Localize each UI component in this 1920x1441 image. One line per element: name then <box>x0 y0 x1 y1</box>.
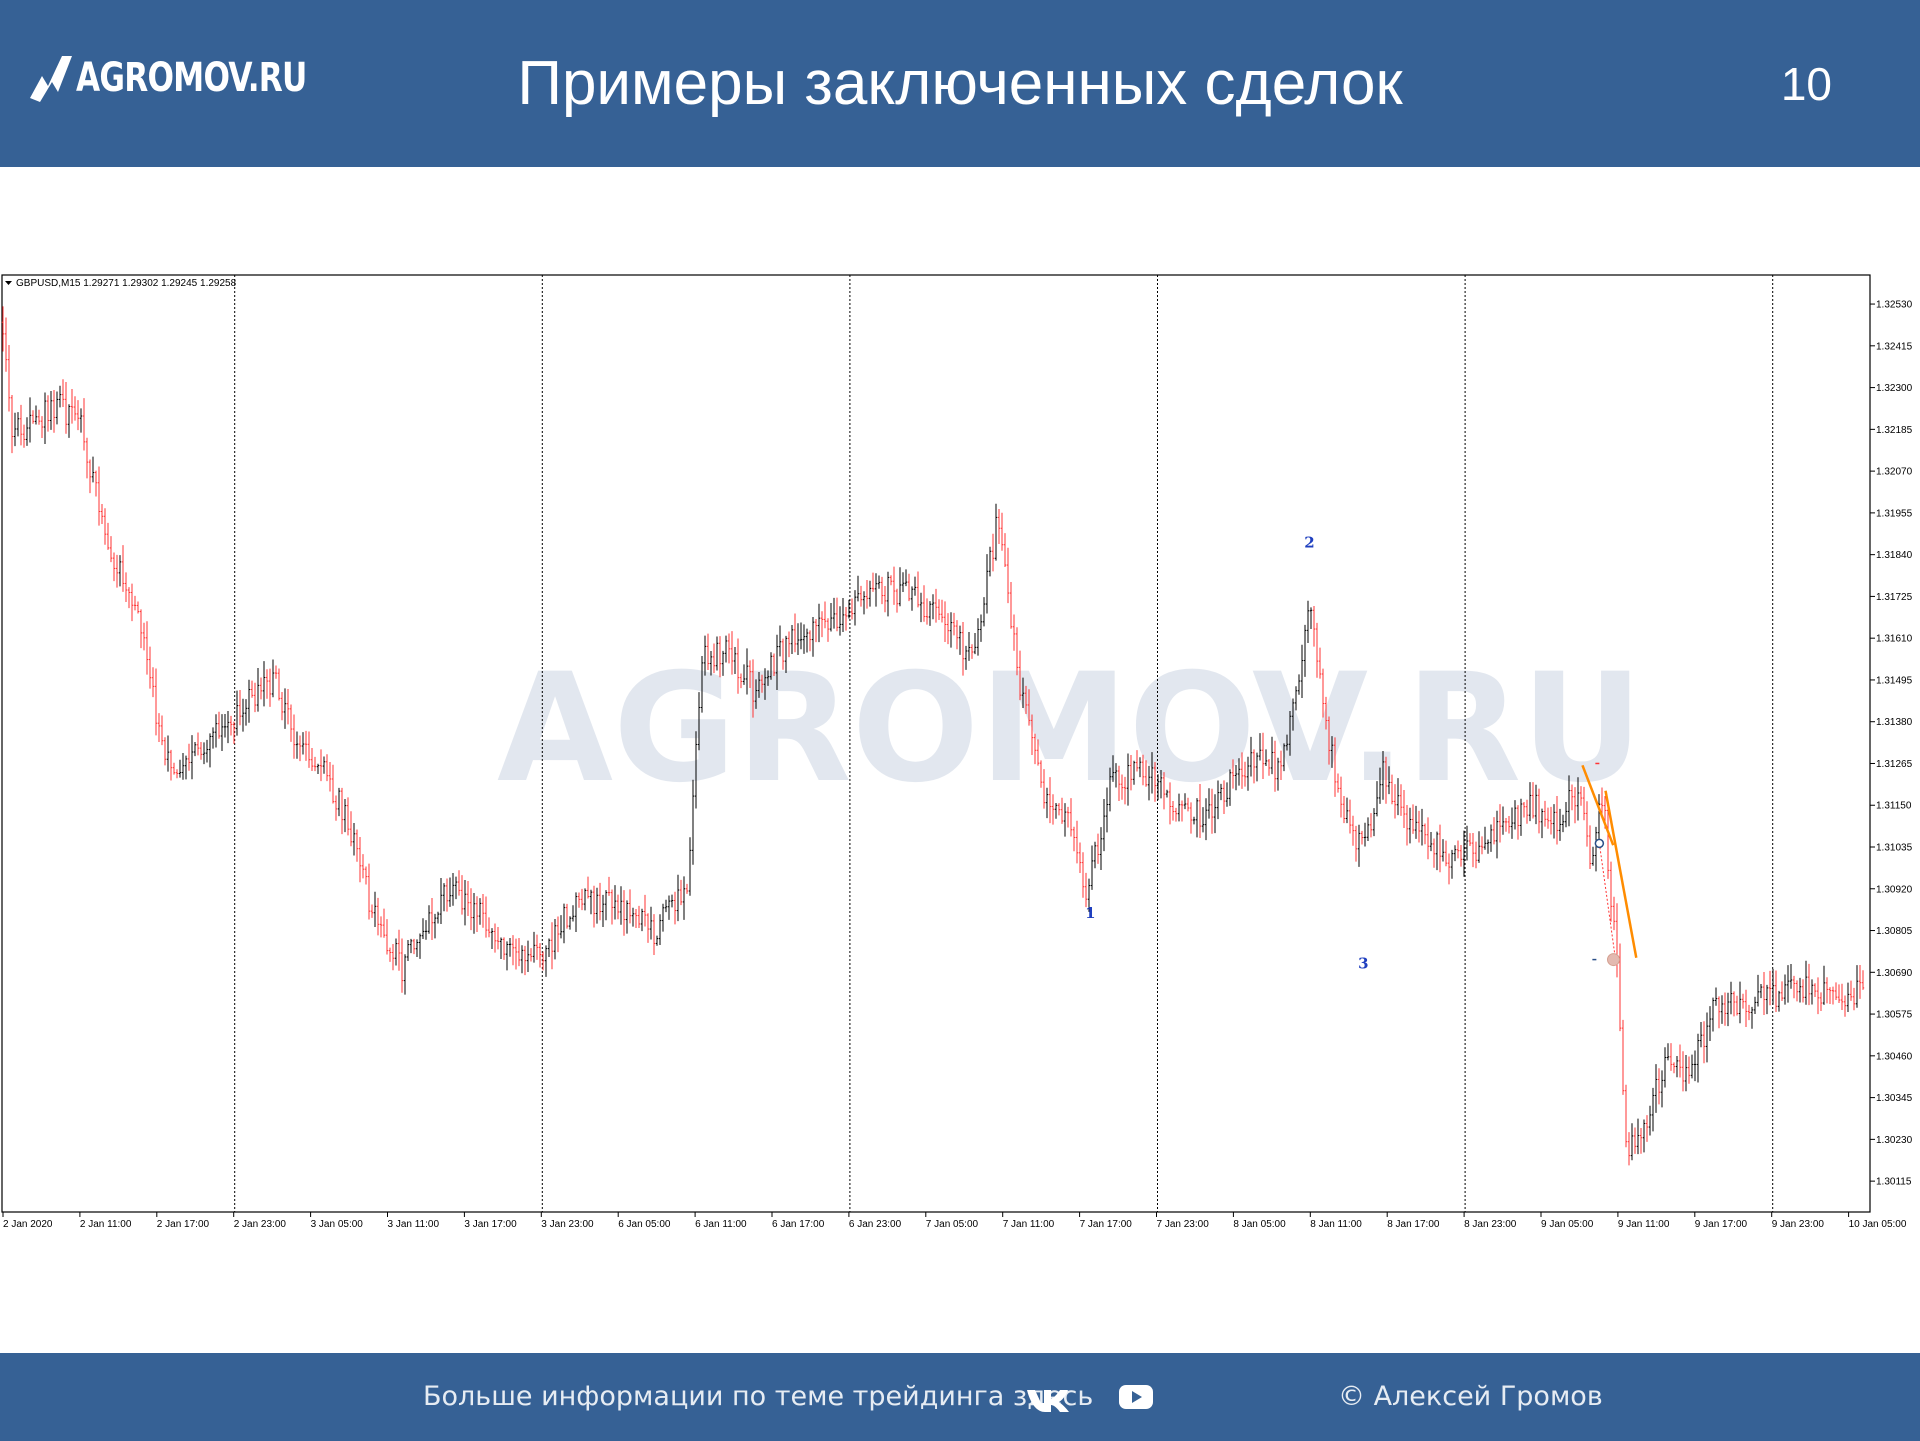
logo-text: AGROMOV.RU <box>76 55 307 101</box>
y-tick-label: 1.30460 <box>1876 1051 1913 1062</box>
x-tick-label: 3 Jan 11:00 <box>388 1219 440 1230</box>
plot-frame <box>1 274 1871 1213</box>
y-tick-label: 1.31265 <box>1876 759 1913 770</box>
y-tick-label: 1.31150 <box>1876 801 1912 812</box>
y-tick-label: 1.30115 <box>1876 1177 1912 1188</box>
y-tick-label: 1.31035 <box>1876 843 1913 854</box>
x-tick-label: 9 Jan 05:00 <box>1541 1219 1594 1230</box>
x-tick-label: 8 Jan 17:00 <box>1387 1219 1440 1230</box>
youtube-icon[interactable] <box>1118 1383 1154 1411</box>
symbol-info: GBPUSD,M15 1.29271 1.29302 1.29245 1.292… <box>16 278 237 289</box>
x-tick-label: 6 Jan 11:00 <box>695 1219 747 1230</box>
chart-marker-label: 2 <box>1304 533 1314 551</box>
chart-area: AGROMOV.RU GBPUSD,M15 1.29271 1.29302 1.… <box>0 272 1920 1232</box>
copyright-text: © Алексей Громов <box>1338 1381 1603 1412</box>
y-axis: 1.32530 1.32415 1.32300 1.32185 1.32070 1.319… <box>1870 300 1913 1188</box>
x-tick-label: 6 Jan 05:00 <box>618 1219 671 1230</box>
y-tick-label: 1.31610 <box>1876 634 1913 645</box>
logo-bolt-icon <box>30 56 72 102</box>
x-tick-label: 7 Jan 17:00 <box>1080 1219 1133 1230</box>
y-tick-label: 1.30575 <box>1876 1010 1913 1021</box>
y-tick-label: 1.32070 <box>1876 467 1913 478</box>
x-tick-label: 7 Jan 11:00 <box>1003 1219 1055 1230</box>
trade-entry-marker <box>1594 838 1605 849</box>
x-tick-label: 3 Jan 23:00 <box>541 1219 594 1230</box>
y-tick-label: 1.30230 <box>1876 1135 1913 1146</box>
overlays: 1 2 3 <box>1085 533 1638 973</box>
vk-icon[interactable] <box>1026 1387 1070 1413</box>
price-chart: AGROMOV.RU GBPUSD,M15 1.29271 1.29302 1.… <box>1 274 1913 1230</box>
trade-connector <box>1598 843 1617 960</box>
page-title: Примеры заключенных сделок <box>517 49 1403 118</box>
y-tick-label: 1.30345 <box>1876 1093 1913 1104</box>
x-tick-label: 9 Jan 17:00 <box>1695 1219 1748 1230</box>
chart-marker-label: 3 <box>1358 955 1368 973</box>
header-bar: AGROMOV.RU Примеры заключенных сделок 10 <box>0 0 1920 167</box>
logo[interactable]: AGROMOV.RU <box>28 48 372 108</box>
y-tick-label: 1.31380 <box>1876 717 1913 728</box>
candles <box>1 306 1865 1166</box>
y-tick-label: 1.30920 <box>1876 884 1913 895</box>
x-tick-label: 8 Jan 11:00 <box>1310 1219 1362 1230</box>
y-tick-label: 1.30690 <box>1876 968 1913 979</box>
x-tick-label: 2 Jan 23:00 <box>234 1219 287 1230</box>
y-tick-label: 1.31725 <box>1876 592 1913 603</box>
y-tick-label: 1.31955 <box>1876 508 1913 519</box>
trendline <box>1581 764 1615 846</box>
x-tick-label: 9 Jan 11:00 <box>1618 1219 1670 1230</box>
footer-info-text: Больше информации по теме трейдинга здес… <box>423 1381 1094 1412</box>
x-tick-label: 6 Jan 23:00 <box>849 1219 902 1230</box>
trendline <box>1604 790 1638 959</box>
symbol-dropdown-icon <box>5 281 12 285</box>
chart-marker-label: 1 <box>1085 904 1095 922</box>
x-tick-label: 3 Jan 05:00 <box>311 1219 364 1230</box>
y-tick-label: 1.32415 <box>1876 341 1913 352</box>
y-tick-label: 1.32530 <box>1876 300 1913 311</box>
x-tick-label: 8 Jan 05:00 <box>1233 1219 1286 1230</box>
x-tick-label: 2 Jan 17:00 <box>157 1219 210 1230</box>
y-tick-label: 1.32300 <box>1876 383 1913 394</box>
y-tick-label: 1.32185 <box>1876 425 1913 436</box>
x-tick-label: 9 Jan 23:00 <box>1772 1219 1825 1230</box>
session-separators <box>234 275 1774 1212</box>
footer-bar: Больше информации по теме трейдинга здес… <box>0 1353 1920 1441</box>
x-tick-label: 6 Jan 17:00 <box>772 1219 825 1230</box>
x-axis: 2 Jan 2020 2 Jan 11:00 2 Jan 17:00 2 Jan 23… <box>2 1212 1907 1230</box>
x-tick-label: 2 Jan 2020 <box>3 1219 53 1230</box>
y-tick-label: 1.31495 <box>1876 675 1913 686</box>
x-tick-label: 8 Jan 23:00 <box>1464 1219 1517 1230</box>
x-tick-label: 7 Jan 05:00 <box>926 1219 979 1230</box>
x-tick-label: 10 Jan 05:00 <box>1849 1219 1907 1230</box>
x-tick-label: 3 Jan 17:00 <box>464 1219 517 1230</box>
x-tick-label: 7 Jan 23:00 <box>1157 1219 1210 1230</box>
y-tick-label: 1.30805 <box>1876 926 1913 937</box>
trade-exit-marker <box>1607 953 1621 967</box>
watermark: AGROMOV.RU <box>497 642 1643 816</box>
page-number: 10 <box>1780 58 1832 110</box>
watermark-text: AGROMOV.RU <box>497 642 1643 816</box>
x-tick-label: 2 Jan 11:00 <box>80 1219 132 1230</box>
y-tick-label: 1.31840 <box>1876 550 1913 561</box>
